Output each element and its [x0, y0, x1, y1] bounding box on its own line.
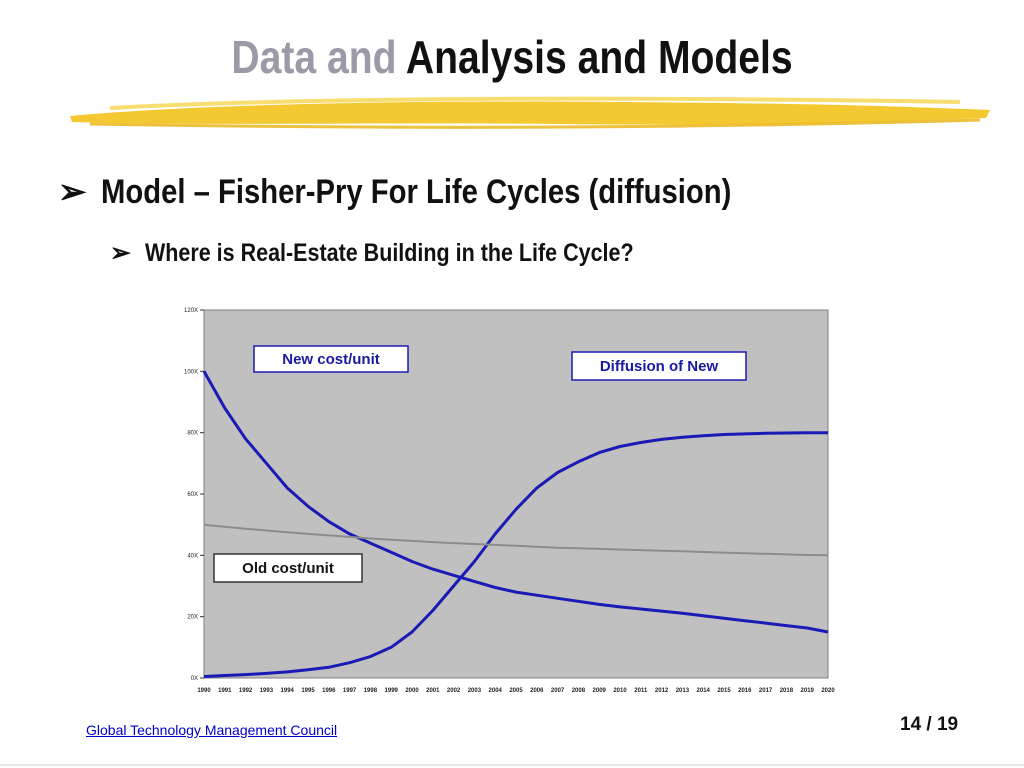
bullet-level-1: ➢ Model – Fisher-Pry For Life Cycles (dif…: [58, 172, 834, 212]
arrow-bullet-icon: ➢: [58, 173, 87, 211]
title-prefix: Data and: [231, 31, 397, 83]
x-tick-label: 1990: [197, 688, 211, 694]
title-main: Analysis and Models: [405, 31, 793, 83]
x-tick-label: 2008: [572, 688, 586, 694]
x-tick-label: 2016: [738, 688, 752, 694]
series-line-new-cost-unit: [202, 370, 829, 634]
x-tick-label: 2003: [468, 688, 482, 694]
annotation-box: [213, 553, 363, 583]
footer-organization-link[interactable]: Global Technology Management Council: [86, 722, 338, 738]
x-tick-label: 2017: [759, 688, 773, 694]
x-tick-label: 2014: [697, 688, 711, 694]
y-tick-label: 20X: [187, 615, 198, 621]
x-tick-label: 1994: [281, 688, 295, 694]
x-tick-label: 2004: [489, 688, 503, 694]
x-tick-label: 2018: [780, 688, 794, 694]
x-tick-label: 2007: [551, 688, 565, 694]
y-tick-label: 40X: [187, 553, 198, 559]
title-underline-brush: [70, 96, 990, 129]
x-tick-label: 2005: [509, 688, 523, 694]
x-tick-label: 2000: [405, 688, 419, 694]
x-tick-label: 1991: [218, 688, 232, 694]
x-tick-label: 2011: [634, 688, 648, 694]
series-line-diffusion-of-new: [203, 431, 828, 678]
x-tick-label: 2001: [426, 688, 440, 694]
x-tick-label: 2009: [593, 688, 607, 694]
bullet-level-2-text: Where is Real-Estate Building in the Lif…: [144, 239, 634, 267]
bullet-level-2: ➢ Where is Real-Estate Building in the Li…: [110, 238, 713, 268]
x-tick-label: 2002: [447, 688, 461, 694]
x-tick-label: 2013: [676, 688, 690, 694]
y-tick-label: 60X: [187, 492, 198, 498]
arrow-bullet-icon: ➢: [110, 239, 131, 267]
x-tick-label: 1993: [260, 688, 274, 694]
fisher-pry-chart: 0X 20X 40X 60X 80X 100X 120X 1990 1991 1992 1993 19…: [184, 308, 835, 694]
bullet-level-1-text: Model – Fisher-Pry For Life Cycles (diff…: [100, 173, 731, 211]
x-tick-label: 1996: [322, 688, 336, 694]
annotation-label: Old cost/unit: [242, 560, 334, 577]
y-tick-label: 100X: [184, 369, 198, 375]
annotation-box: [571, 351, 747, 381]
x-tick-label: 2006: [530, 688, 544, 694]
x-tick-label: 2019: [801, 688, 815, 694]
x-tick-label: 2010: [613, 688, 627, 694]
annotation-box: [253, 345, 409, 373]
annotation-label: Diffusion of New: [600, 358, 719, 375]
x-tick-label: 2020: [821, 688, 835, 694]
x-tick-label: 1998: [364, 688, 378, 694]
x-tick-label: 1995: [301, 688, 315, 694]
annotation-label: New cost/unit: [282, 351, 380, 368]
y-tick-label: 120X: [184, 308, 198, 314]
slide-title: Data and Analysis and Models: [77, 30, 947, 84]
y-tick-label: 80X: [187, 431, 198, 437]
y-tick-label: 0X: [191, 676, 198, 682]
page-number: 14 / 19: [900, 714, 959, 735]
x-tick-label: 2012: [655, 688, 669, 694]
x-tick-label: 1992: [239, 688, 253, 694]
x-tick-label: 1997: [343, 688, 357, 694]
series-line-old-cost-unit: [203, 523, 829, 557]
footer-divider: [0, 764, 1024, 766]
x-tick-label: 2015: [717, 688, 731, 694]
x-tick-label: 1999: [385, 688, 399, 694]
